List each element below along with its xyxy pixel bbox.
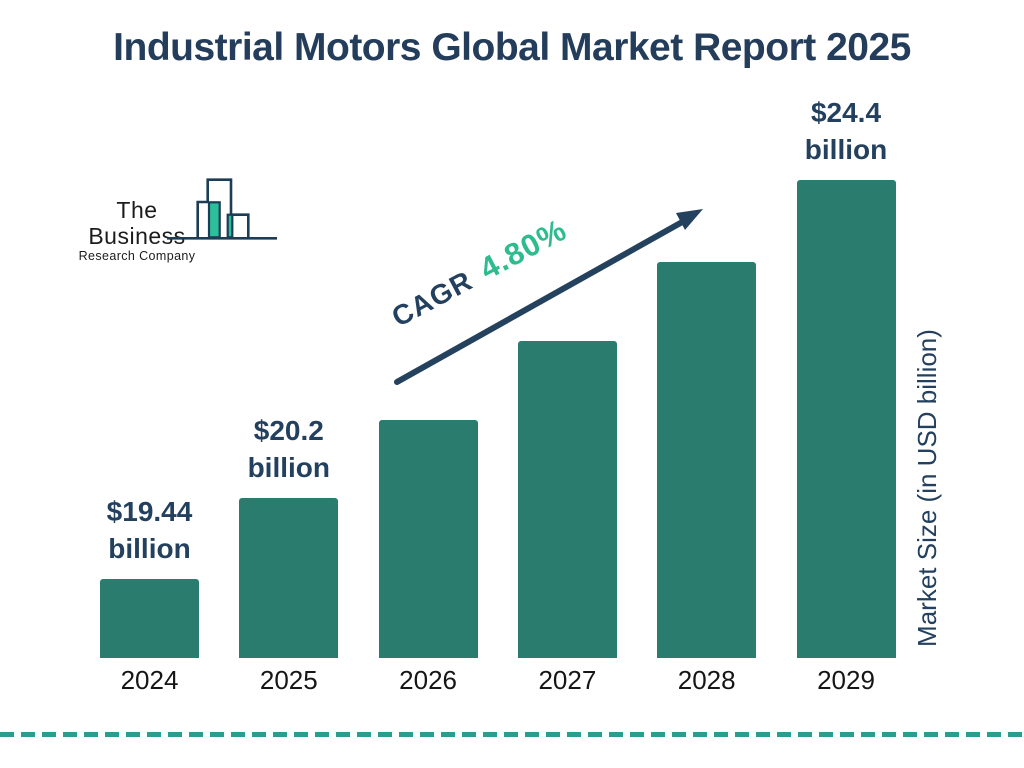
bar-column-2024: $19.44 billion 2024 bbox=[100, 493, 199, 695]
x-tick-2028: 2028 bbox=[677, 665, 736, 695]
cagr-value: 4.80% bbox=[473, 211, 573, 287]
bar-2026 bbox=[378, 420, 478, 658]
bottom-divider bbox=[0, 732, 1024, 737]
company-logo-text: The Business Research Company bbox=[72, 197, 202, 263]
bar-column-2027: 2027 bbox=[517, 341, 617, 695]
bar-column-2028: 2028 bbox=[657, 262, 757, 695]
x-tick-2029: 2029 bbox=[817, 665, 875, 695]
bar-2029 bbox=[796, 180, 896, 658]
bar-2024 bbox=[100, 579, 199, 658]
bar-2027 bbox=[517, 341, 617, 658]
x-tick-2027: 2027 bbox=[538, 665, 597, 695]
cagr-word: CAGR bbox=[386, 264, 478, 333]
logo-bars-icon bbox=[167, 178, 277, 240]
logo-name: The Business bbox=[88, 197, 186, 249]
page-title: Industrial Motors Global Market Report 2… bbox=[113, 26, 911, 69]
value-label-2025: $20.2 billion bbox=[247, 415, 331, 483]
x-tick-2026: 2026 bbox=[399, 665, 458, 695]
value-label-2024: $19.44 billion bbox=[106, 496, 193, 564]
bar-column-2025: $20.2 billion 2025 bbox=[239, 412, 339, 695]
x-tick-2024: 2024 bbox=[120, 665, 179, 695]
bar-2025 bbox=[239, 498, 339, 658]
bar-column-2026: 2026 bbox=[378, 420, 478, 695]
x-tick-2025: 2025 bbox=[259, 665, 318, 695]
cagr-label: CAGR4.80% bbox=[385, 212, 575, 338]
logo-subname: Research Company bbox=[78, 249, 196, 263]
y-axis-title: Market Size (in USD billion) bbox=[912, 329, 942, 647]
bar-2028 bbox=[657, 262, 757, 658]
value-label-2029: $24.4 billion bbox=[804, 97, 888, 165]
bar-column-2029: $24.4 billion 2029 bbox=[796, 94, 896, 695]
